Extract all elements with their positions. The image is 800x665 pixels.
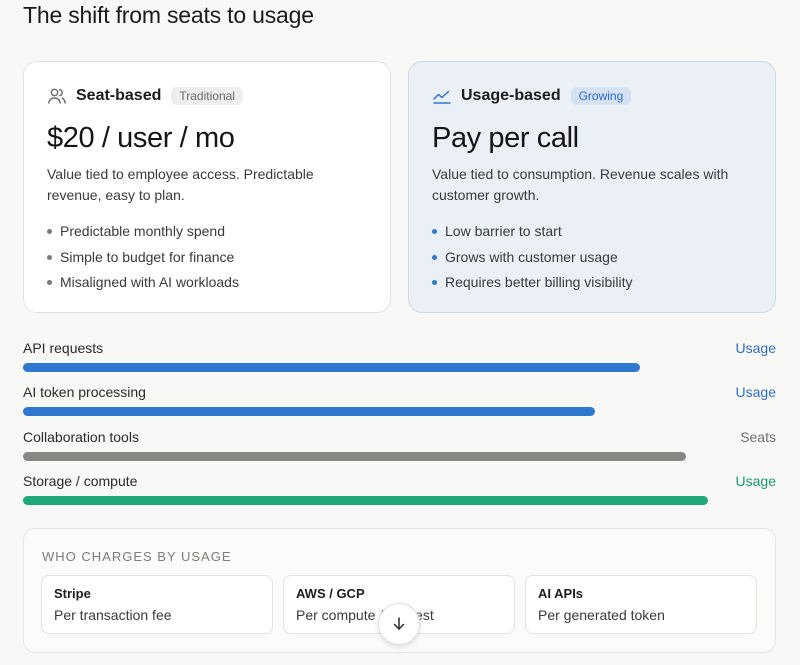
usage-based-bullets: Low barrier to start Grows with customer… xyxy=(432,219,752,296)
bullet-item: Misaligned with AI workloads xyxy=(47,270,367,296)
seat-based-description: Value tied to employee access. Predictab… xyxy=(47,166,314,203)
bullet-text: Simple to budget for finance xyxy=(60,248,235,265)
bar-type-label: Usage xyxy=(735,340,776,356)
bar-row: API requests Usage xyxy=(23,340,776,384)
vendor-card-stripe: Stripe Per transaction fee xyxy=(41,575,273,634)
bullet-text: Grows with customer usage xyxy=(445,248,618,265)
usage-based-description: Value tied to consumption. Revenue scale… xyxy=(432,166,729,203)
bar-fill xyxy=(23,451,686,461)
bullet-dot xyxy=(47,280,52,286)
pricing-model-cards: Seat-based Traditional $20 / user / mo V… xyxy=(23,61,776,313)
bar-row: Collaboration tools Seats xyxy=(23,429,776,473)
bullet-item: Low barrier to start xyxy=(432,219,752,245)
pricing-bars: API requests Usage AI token processing U… xyxy=(23,340,776,517)
bar-fill xyxy=(23,407,596,417)
bar-label: Collaboration tools xyxy=(23,428,139,445)
vendor-description: Per transaction fee xyxy=(54,607,172,623)
seat-based-card: Seat-based Traditional $20 / user / mo V… xyxy=(23,61,391,313)
page-title: The shift from seats to usage xyxy=(23,2,314,28)
bar-label: Storage / compute xyxy=(23,472,138,489)
usage-based-title: Usage-based xyxy=(461,87,561,104)
bullet-text: Low barrier to start xyxy=(445,223,562,239)
bullet-dot xyxy=(432,254,437,260)
bar-track xyxy=(23,363,776,372)
bar-track xyxy=(23,495,776,505)
vendor-description: Per generated token xyxy=(538,607,665,623)
bullet-item: Requires better billing visibility xyxy=(432,270,752,296)
bullet-item: Grows with customer usage xyxy=(432,245,752,271)
vendor-name: Stripe xyxy=(54,586,91,601)
bullet-text: Misaligned with AI workloads xyxy=(60,274,239,290)
bullet-item: Predictable monthly spend xyxy=(47,219,367,245)
bar-label: API requests xyxy=(23,340,104,356)
bar-fill xyxy=(23,495,709,505)
bar-track xyxy=(23,407,776,417)
bullet-dot xyxy=(47,254,52,260)
bullet-dot xyxy=(432,280,437,286)
bar-row: AI token processing Usage xyxy=(23,384,776,428)
vendor-name: AI APIs xyxy=(538,586,584,601)
traditional-badge: Traditional xyxy=(171,87,243,105)
bar-type-label: Seats xyxy=(740,428,776,445)
users-icon xyxy=(47,86,67,106)
bar-type-label: Usage xyxy=(735,472,776,489)
seat-based-card-header: Seat-based Traditional xyxy=(47,84,367,108)
bullet-item: Simple to budget for finance xyxy=(47,245,367,271)
seat-based-bullets: Predictable monthly spend Simple to budg… xyxy=(47,219,367,296)
usage-based-card-header: Usage-based Growing xyxy=(432,84,752,108)
usage-based-price: Pay per call xyxy=(432,122,579,154)
bullet-text: Requires better billing visibility xyxy=(445,274,633,290)
trend-line-icon xyxy=(432,86,452,106)
usage-vendors-panel: WHO CHARGES BY USAGE Stripe Per transact… xyxy=(23,528,776,653)
vendor-name: AWS / GCP xyxy=(296,586,365,601)
growing-badge: Growing xyxy=(570,87,632,105)
arrow-down-icon xyxy=(391,616,407,632)
bullet-dot xyxy=(47,229,52,235)
seat-based-title: Seat-based xyxy=(76,87,162,104)
scroll-down-button[interactable] xyxy=(378,603,420,645)
usage-vendors-title: WHO CHARGES BY USAGE xyxy=(42,549,232,564)
bar-fill xyxy=(23,363,641,372)
bullet-dot xyxy=(432,229,437,235)
bar-type-label: Usage xyxy=(735,384,776,401)
bar-row: Storage / compute Usage xyxy=(23,473,776,517)
bar-track xyxy=(23,451,776,461)
usage-based-card: Usage-based Growing Pay per call Value t… xyxy=(408,61,776,313)
bullet-text: Predictable monthly spend xyxy=(60,223,225,239)
seat-based-price: $20 / user / mo xyxy=(47,122,235,154)
bar-label: AI token processing xyxy=(23,384,146,401)
vendor-card-ai-apis: AI APIs Per generated token xyxy=(525,575,757,634)
